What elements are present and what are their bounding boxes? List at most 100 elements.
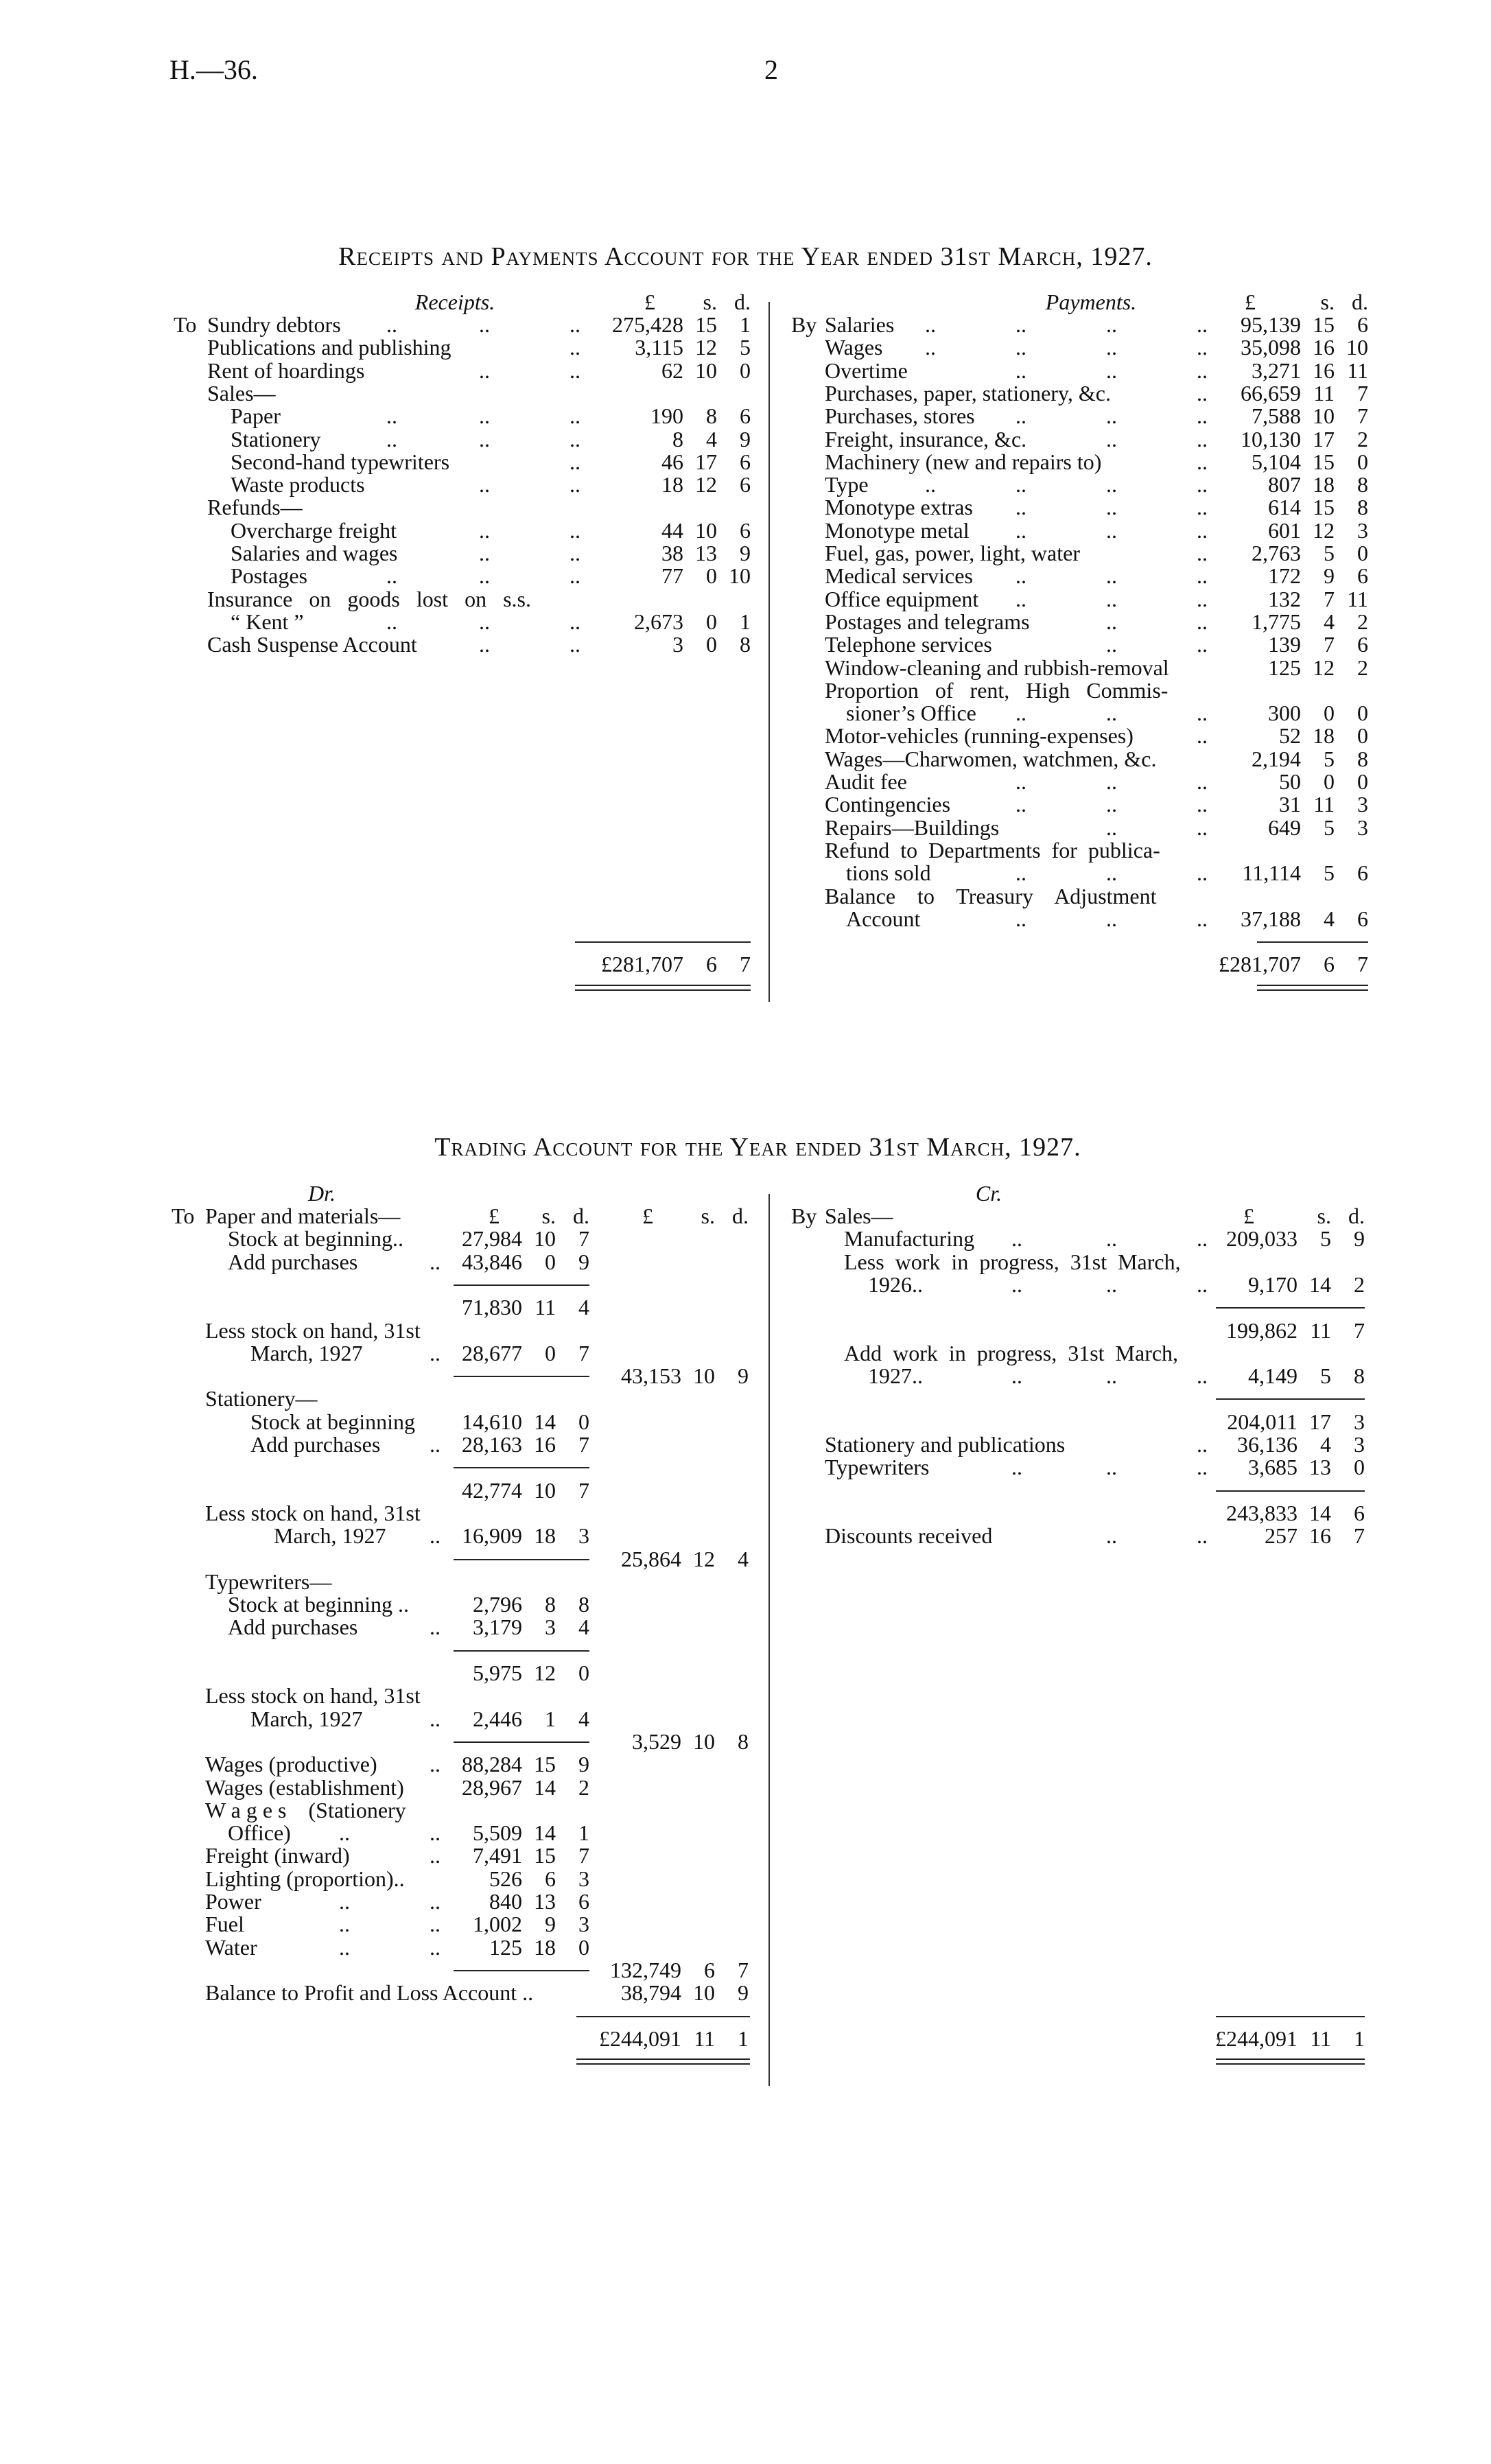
total-amount-pounds: 38,794	[621, 1980, 681, 2006]
column-heading: Cr.	[975, 1180, 1002, 1206]
row-label: Freight (inward)	[205, 1843, 350, 1868]
document-code: H.—36.	[169, 54, 258, 85]
leader-dots: ..	[1197, 792, 1208, 817]
row-label: Add purchases	[228, 1249, 358, 1274]
column-header: d.	[1348, 1204, 1365, 1228]
leader-dots: ..	[1106, 814, 1117, 840]
leader-dots: ..	[1197, 312, 1208, 337]
leader-dots: ..	[430, 1934, 441, 1960]
row-label: Fuel	[205, 1912, 244, 1937]
amount-shillings: 9	[1324, 563, 1335, 589]
total-amount-shillings: 12	[693, 1546, 715, 1571]
total-amount-shillings: 10	[693, 1363, 715, 1389]
subtotal-pounds: 2,446	[473, 1706, 522, 1731]
amount-pounds: 649	[1268, 814, 1301, 840]
double-rule	[575, 984, 751, 986]
row-label: Add purchases	[228, 1615, 358, 1640]
leader-dots: ..	[430, 1889, 441, 1914]
row-label: Salaries and wages	[231, 541, 398, 565]
total-amount-pounds: 3,529	[632, 1728, 681, 1754]
amount-pounds: 46	[661, 449, 683, 474]
leader-dots: ..	[1015, 335, 1026, 360]
row-label: Second-hand typewriters	[231, 449, 450, 474]
amount-shillings: 11	[1313, 792, 1335, 817]
amount-shillings: 13	[1309, 1455, 1331, 1480]
amount-shillings: 15	[1313, 495, 1335, 520]
amount-shillings: 10	[695, 357, 717, 383]
leader-dots: ..	[1015, 403, 1026, 429]
amount-pence: 7	[1354, 1523, 1365, 1549]
row-label: Overtime	[825, 357, 908, 383]
leader-dots: ..	[1011, 1363, 1022, 1389]
leader-dots: ..	[1106, 472, 1117, 497]
leader-dots: ..	[1106, 426, 1117, 451]
amount-pence: 10	[729, 563, 751, 589]
total-amount-pounds: 43,153	[621, 1363, 681, 1389]
row-label: Typewriters—	[205, 1569, 332, 1594]
total-amount-shillings: 10	[693, 1980, 715, 2006]
leader-dots: ..	[1106, 1363, 1117, 1389]
amount-pence: 8	[1357, 746, 1368, 771]
amount-shillings: 0	[1324, 701, 1335, 726]
leader-dots: ..	[570, 609, 580, 634]
row-label: Stock at beginning..	[228, 1226, 403, 1252]
row-label: Stock at beginning	[250, 1409, 415, 1434]
double-rule	[576, 2063, 750, 2065]
leader-dots: ..	[570, 563, 580, 589]
grand-total-shillings: 11	[1310, 2026, 1331, 2051]
row-label: Type	[825, 472, 869, 497]
leader-dots: ..	[1197, 495, 1208, 520]
row-label: Proportion of rent, High Commis-	[825, 677, 1169, 703]
row-label: Stationery and publications	[825, 1432, 1066, 1457]
leader-dots: ..	[479, 426, 490, 451]
double-rule	[1216, 2063, 1365, 2065]
leader-dots: ..	[570, 357, 580, 383]
row-label: Paper	[231, 403, 281, 429]
amount-shillings: 12	[695, 472, 717, 497]
leader-dots: ..	[1015, 563, 1026, 589]
subtotal-rule	[1216, 1490, 1365, 1492]
row-label: Sales—	[207, 380, 276, 406]
subtotal-shillings: 12	[534, 1661, 556, 1685]
row-label: Water	[205, 1934, 257, 1960]
amount-pence: 6	[1357, 563, 1368, 589]
subtotal-shillings: 15	[534, 1843, 556, 1868]
leader-dots: ..	[1197, 357, 1208, 383]
subtotal-pence: 8	[578, 1592, 589, 1617]
row-label: Refund to Departments for publica-	[825, 837, 1160, 863]
row-prefix: To	[174, 312, 197, 337]
amount-pence: 6	[1354, 1500, 1365, 1525]
leader-dots: ..	[430, 1523, 441, 1549]
amount-pence: 2	[1354, 1271, 1365, 1297]
amount-pence: 0	[1357, 701, 1368, 726]
amount-shillings: 5	[1324, 541, 1335, 565]
subtotal-shillings: 16	[534, 1432, 556, 1457]
subtotal-pounds: 14,610	[462, 1409, 522, 1434]
column-header: £	[644, 289, 655, 314]
amount-shillings: 15	[1313, 449, 1335, 474]
column-header: s.	[1317, 1204, 1331, 1228]
grand-total-pence: 7	[740, 952, 751, 977]
column-header: s.	[1320, 289, 1335, 314]
amount-pounds: 66,659	[1241, 380, 1301, 406]
column-heading: Receipts.	[414, 289, 495, 314]
subtotal-pence: 4	[578, 1295, 589, 1320]
leader-dots: ..	[1106, 563, 1117, 589]
subtotal-pence: 1	[578, 1820, 589, 1846]
row-label: Contingencies	[825, 792, 951, 817]
amount-pounds: 62	[661, 357, 683, 383]
subtotal-pence: 0	[578, 1661, 589, 1685]
row-label: Fuel, gas, power, light, water	[825, 541, 1080, 565]
subtotal-pence: 2	[578, 1774, 589, 1800]
amount-shillings: 4	[1324, 609, 1335, 634]
amount-pounds: 601	[1268, 517, 1301, 543]
subtotal-pence: 7	[578, 1340, 589, 1365]
amount-pence: 2	[1357, 655, 1368, 680]
subtotal-pounds: 5,509	[473, 1820, 522, 1846]
row-label: Add purchases	[250, 1432, 381, 1457]
subtotal-pounds: 840	[489, 1889, 522, 1914]
leader-dots: ..	[1197, 1432, 1208, 1457]
column-divider	[768, 302, 770, 1002]
subtotal-pence: 9	[578, 1249, 589, 1274]
leader-dots: ..	[1015, 906, 1026, 931]
